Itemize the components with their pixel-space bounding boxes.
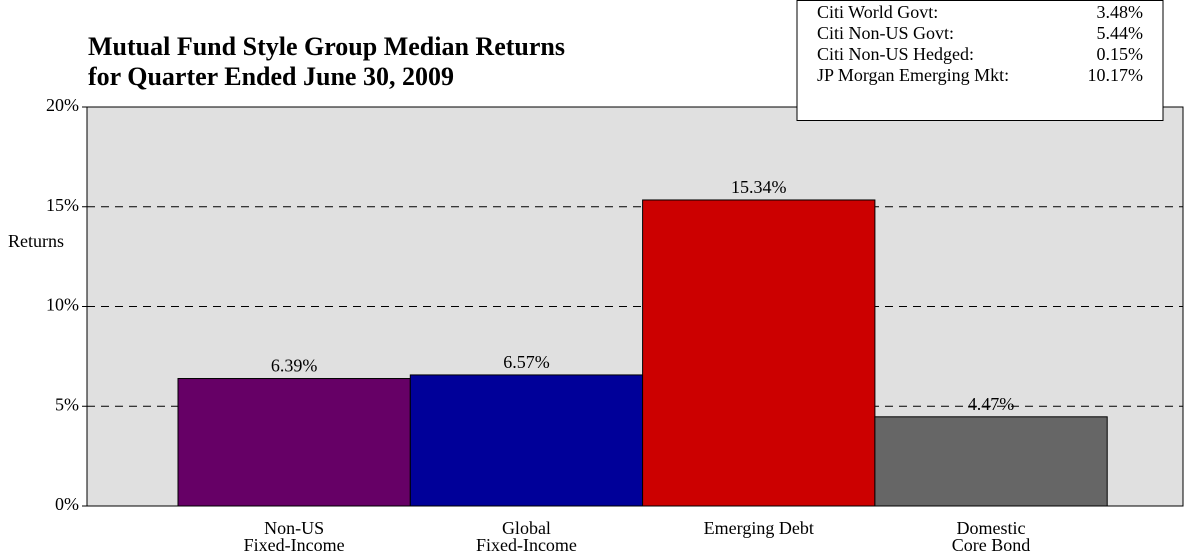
- y-axis-label: Returns: [8, 231, 64, 251]
- y-tick-label: 15%: [46, 195, 79, 215]
- value-label: 6.57%: [503, 352, 550, 372]
- bar: [177, 378, 411, 507]
- annotation-label: Citi Non-US Govt:: [817, 23, 954, 43]
- annotation-label: Citi World Govt:: [817, 2, 938, 22]
- x-tick-label: Emerging Debt: [704, 518, 814, 538]
- annotation-box: [796, 0, 1164, 121]
- x-tick-label: Domestic Core Bond: [952, 518, 1031, 555]
- x-tick-label: Non-US Fixed-Income: [244, 518, 345, 555]
- annotation-value: 3.48%: [1097, 2, 1144, 22]
- annotation-label: JP Morgan Emerging Mkt:: [817, 65, 1009, 85]
- annotation-value: 5.44%: [1097, 23, 1144, 43]
- y-tick-label: 5%: [55, 394, 79, 414]
- y-tick-label: 0%: [55, 494, 79, 514]
- annotation-value: 10.17%: [1088, 65, 1144, 85]
- value-label: 4.47%: [968, 394, 1015, 414]
- bar: [409, 374, 644, 507]
- annotation-label: Citi Non-US Hedged:: [817, 44, 974, 64]
- annotation-value: 0.15%: [1097, 44, 1144, 64]
- value-label: 6.39%: [271, 356, 318, 376]
- value-label: 15.34%: [731, 177, 787, 197]
- bar: [874, 416, 1108, 507]
- bar: [642, 199, 876, 507]
- y-tick-label: 10%: [46, 295, 79, 315]
- x-tick-label: Global Fixed-Income: [476, 518, 577, 555]
- chart-title: Mutual Fund Style Group Median Returns fo…: [88, 32, 565, 91]
- y-tick-label: 20%: [46, 95, 79, 115]
